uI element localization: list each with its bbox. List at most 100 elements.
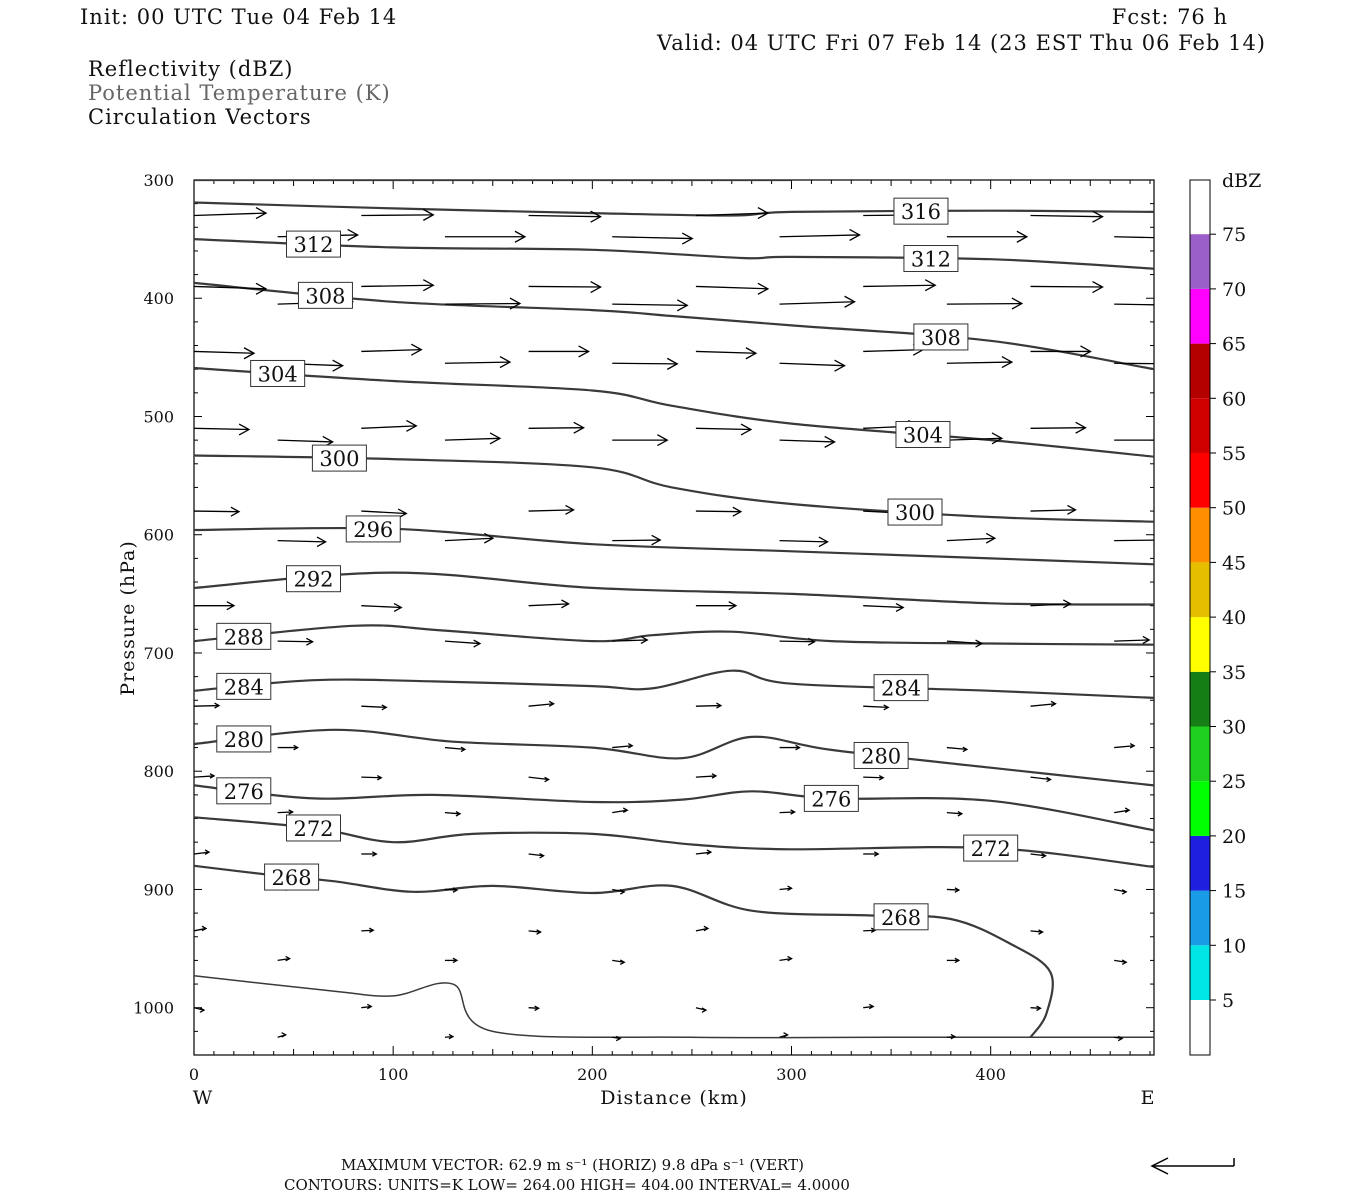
wind-vector-head bbox=[393, 602, 403, 613]
wind-vector-head bbox=[561, 599, 570, 609]
wind-vector-head bbox=[536, 929, 542, 935]
contour-label-box bbox=[216, 622, 272, 650]
wind-vector bbox=[361, 605, 402, 609]
wind-vector-head bbox=[460, 746, 467, 753]
wind-vector-head bbox=[622, 807, 629, 813]
wind-vector bbox=[1030, 214, 1103, 218]
wind-vector bbox=[194, 285, 267, 290]
legend-circulation-vectors: Circulation Vectors bbox=[88, 105, 312, 129]
wind-vector-head bbox=[1011, 297, 1024, 310]
contour-label-box bbox=[853, 741, 909, 769]
wind-vector bbox=[612, 809, 628, 814]
wind-vector-head bbox=[452, 957, 459, 964]
wind-vector bbox=[946, 811, 962, 815]
wind-vector bbox=[779, 439, 835, 443]
wind-vector-head bbox=[366, 1003, 373, 1010]
wind-vector bbox=[695, 704, 721, 707]
wind-vector bbox=[863, 284, 936, 288]
wind-vector-head bbox=[573, 421, 585, 434]
wind-vector-head bbox=[238, 423, 251, 436]
wind-vector-head bbox=[627, 742, 634, 749]
wind-vector-head bbox=[509, 297, 522, 310]
contour-line-308 bbox=[194, 281, 1154, 371]
colorbar-label: 15 bbox=[1222, 881, 1246, 903]
colorbar-swatch bbox=[1190, 507, 1210, 563]
wind-vector-head bbox=[745, 347, 758, 360]
contour-label: 312 bbox=[911, 248, 951, 272]
wind-vector bbox=[194, 851, 210, 855]
colorbar-swatch bbox=[1190, 781, 1210, 836]
contour-label-box bbox=[311, 444, 367, 472]
wind-vector-head bbox=[619, 959, 626, 965]
contour-label: 288 bbox=[224, 625, 264, 649]
wind-vector bbox=[1030, 703, 1056, 707]
y-tick-label: 300 bbox=[143, 171, 174, 190]
wind-vector bbox=[528, 930, 541, 933]
wind-vector bbox=[779, 640, 815, 643]
wind-vector bbox=[695, 212, 768, 217]
contour-line-292 bbox=[194, 571, 1154, 606]
wind-vector bbox=[1114, 639, 1150, 642]
wind-vector bbox=[444, 811, 461, 815]
contour-label: 308 bbox=[921, 326, 961, 350]
legend-reflectivity: Reflectivity (dBZ) bbox=[88, 57, 293, 81]
wind-vector-head bbox=[422, 279, 435, 292]
wind-vector bbox=[361, 425, 417, 429]
wind-vector bbox=[1030, 509, 1076, 512]
contour-label-box bbox=[895, 421, 951, 449]
wind-vector-head bbox=[706, 849, 713, 855]
wind-vector-head bbox=[666, 357, 679, 370]
wind-vector-head bbox=[514, 230, 527, 243]
wind-vector-head bbox=[651, 534, 662, 546]
wind-vector-head bbox=[371, 851, 378, 857]
wind-vector bbox=[528, 603, 569, 607]
wind-vector bbox=[194, 427, 250, 431]
wind-vector bbox=[779, 539, 828, 543]
plot-area: 316 312 312 308 308 304 304 300 300 296 292 288 284 2… bbox=[193, 179, 1189, 1056]
contour-line-316 bbox=[194, 201, 1154, 217]
contour-line-312 bbox=[194, 238, 1154, 270]
wind-vector-head bbox=[711, 773, 718, 779]
contour-label-box bbox=[913, 323, 969, 351]
wind-vector-head bbox=[954, 887, 961, 893]
colorbar-title: dBZ bbox=[1222, 170, 1261, 192]
wind-vector-head bbox=[316, 536, 328, 548]
wind-vector-head bbox=[1121, 959, 1128, 965]
wind-vector bbox=[695, 775, 716, 778]
wind-vector-head bbox=[199, 1007, 206, 1013]
contour-label-box bbox=[286, 814, 342, 842]
wind-vector-head bbox=[619, 889, 626, 895]
wind-vector bbox=[444, 361, 510, 364]
wind-vector bbox=[528, 509, 574, 512]
y-tick-labels: 300 400 500 600 700 800 900 1000 bbox=[133, 171, 174, 1018]
contour-label: 316 bbox=[901, 200, 941, 224]
wind-vector bbox=[946, 437, 1002, 441]
contour-label-box bbox=[803, 784, 859, 812]
wind-vector bbox=[946, 361, 1012, 364]
contour-label: 312 bbox=[293, 233, 333, 257]
wind-vector-head bbox=[740, 423, 753, 436]
wind-vector-head bbox=[1179, 300, 1189, 311]
wind-vector-head bbox=[243, 347, 256, 360]
colorbar-swatch bbox=[1190, 617, 1210, 672]
contour-label: 284 bbox=[224, 675, 264, 699]
colorbar-swatch bbox=[1190, 453, 1210, 508]
contour-label-box bbox=[887, 498, 943, 526]
wind-vector-head bbox=[868, 1003, 875, 1010]
wind-vector bbox=[361, 349, 422, 353]
x-tick-labels: 0 100 200 300 400 bbox=[189, 1065, 1006, 1084]
contour-label-box bbox=[345, 515, 401, 543]
colorbar-label: 55 bbox=[1222, 443, 1246, 465]
wind-vector-head bbox=[757, 282, 770, 295]
y-axis-label: Pressure (hPa) bbox=[117, 540, 139, 696]
wind-vector-head bbox=[883, 704, 890, 711]
wind-vector-head bbox=[1016, 230, 1029, 243]
contour-label: 280 bbox=[861, 744, 901, 768]
colorbar-label: 35 bbox=[1222, 662, 1246, 684]
colorbar-swatch bbox=[1190, 398, 1210, 453]
wind-vector-head bbox=[849, 228, 861, 242]
wind-vector-head bbox=[1159, 435, 1169, 446]
contour-label: 304 bbox=[258, 362, 298, 386]
wind-vector-head bbox=[590, 280, 602, 294]
colorbar-swatch bbox=[1190, 562, 1210, 618]
